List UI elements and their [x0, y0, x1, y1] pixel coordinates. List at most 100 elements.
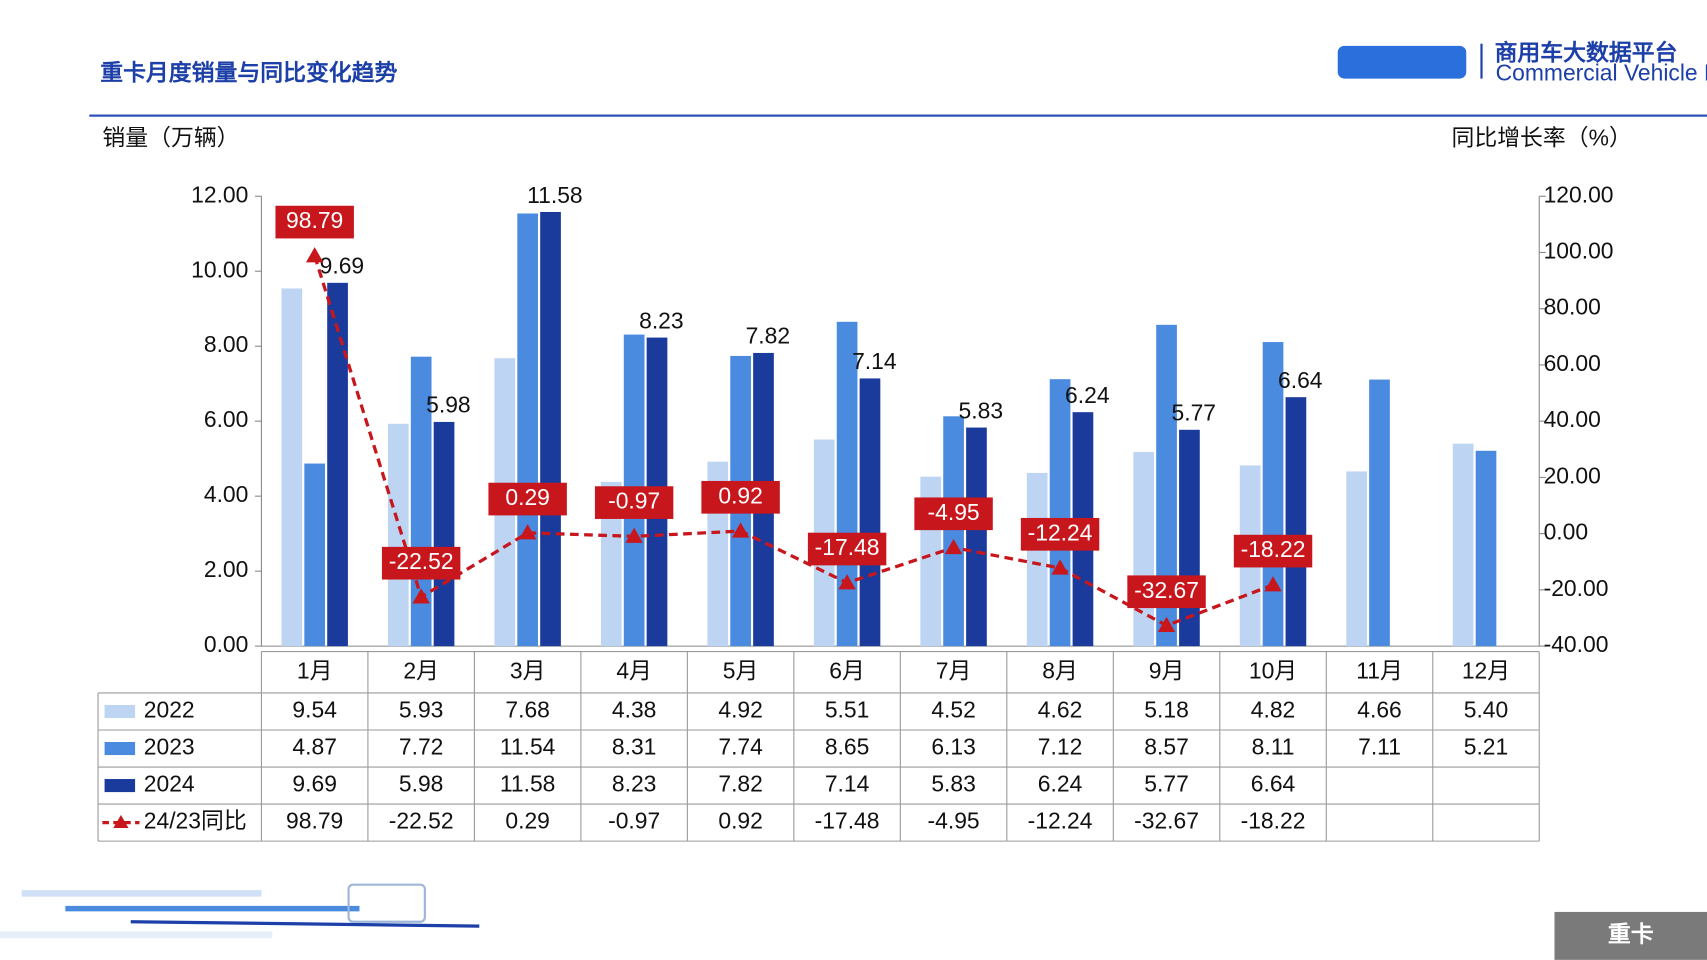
logo-subtitle: Commercial Vehicle Big Data Platform — [1496, 59, 1707, 85]
table-cell: -12.24 — [1028, 808, 1093, 834]
label-text: -17.48 — [815, 534, 880, 560]
table-cell: 0.92 — [718, 808, 763, 834]
decoration — [0, 883, 480, 939]
line-marker — [412, 588, 430, 604]
line-value-label: -0.97 — [594, 486, 674, 519]
bar — [540, 211, 561, 647]
line-value-label: -12.24 — [1020, 517, 1100, 551]
table-cell: 8.65 — [825, 734, 870, 760]
bar-value-label: 9.69 — [320, 253, 365, 279]
tag: 重卡 — [1608, 921, 1654, 947]
table-cell: 8.31 — [612, 734, 657, 760]
y2-axis-title: 同比增长率（%） — [1451, 125, 1631, 151]
bar — [387, 423, 409, 647]
tag-box — [1554, 911, 1707, 960]
y2-tick-label: 40.00 — [1544, 406, 1601, 432]
table-cell: -0.97 — [608, 808, 660, 834]
bar — [1452, 443, 1474, 647]
label-box — [275, 205, 354, 239]
legend-label: 2023 — [144, 734, 195, 760]
bar — [1049, 379, 1071, 647]
table-cell: 8.11 — [1252, 734, 1295, 760]
y2-tick-label: 100.00 — [1544, 238, 1614, 264]
y-tick-label: 0.00 — [204, 631, 248, 657]
table-cell: 4.66 — [1357, 697, 1402, 723]
line-value-label: 0.29 — [488, 482, 567, 516]
table-cell: 0.29 — [505, 808, 549, 834]
table-cell: -4.95 — [928, 808, 980, 834]
line-marker — [944, 538, 963, 555]
y2-tick-label: 120.00 — [1544, 181, 1614, 207]
table-cell: 98.79 — [286, 808, 343, 834]
line-marker — [1157, 616, 1176, 633]
x-tick-label: 6月 — [829, 657, 865, 683]
table-cell: -18.22 — [1241, 808, 1306, 834]
x-tick-label: 11月 — [1356, 657, 1403, 683]
line-value-label: -4.95 — [914, 497, 993, 531]
bar — [1156, 324, 1177, 647]
table-cell: 7.11 — [1358, 734, 1401, 760]
table-cell: 4.52 — [931, 697, 976, 723]
label-text: -22.52 — [389, 548, 454, 574]
legend-label: 2022 — [144, 697, 195, 723]
table-cell: 7.82 — [718, 771, 763, 797]
line-marker — [625, 527, 643, 543]
chart: 0.00 2.00 4.00 6.00 8.00 10.00 12.00 -40.00 -20.… — [97, 181, 1614, 842]
bar — [304, 463, 326, 647]
line-value-label: 0.92 — [701, 480, 780, 514]
streak — [130, 920, 480, 928]
table-cell: 7.12 — [1038, 734, 1083, 760]
bar-value-label: 8.23 — [639, 307, 684, 333]
x-tick-label: 3月 — [510, 657, 546, 683]
x-tick-label: 10月 — [1249, 657, 1297, 683]
bar-value-label: 5.98 — [426, 392, 471, 418]
bar-value-label: 6.64 — [1278, 367, 1323, 393]
table-cell: 5.98 — [399, 771, 443, 797]
line-marker — [1264, 576, 1282, 592]
bar-value-label: 11.58 — [527, 182, 583, 208]
table-cell: 5.40 — [1464, 697, 1509, 723]
table-cell: 4.87 — [292, 734, 336, 760]
label-text: -18.22 — [1241, 536, 1306, 562]
line-value-label: -17.48 — [807, 532, 887, 566]
title: 重卡月度销量与同比变化趋势 — [100, 59, 397, 85]
table-cell: 8.23 — [612, 771, 657, 797]
y2-tick-label: 20.00 — [1544, 462, 1601, 488]
table-cell: 7.68 — [505, 697, 549, 723]
legend-label: 2024 — [144, 771, 195, 797]
line-value-label: 98.79 — [275, 205, 354, 239]
table-cell: -22.52 — [389, 808, 454, 834]
bar — [1475, 450, 1497, 647]
line-marker — [838, 574, 856, 590]
table-cell: 11.58 — [500, 771, 556, 797]
bar-value-label: 6.24 — [1065, 382, 1110, 408]
logo-name: 商用车大数据平台 — [1495, 40, 1678, 66]
label-text: -12.24 — [1028, 519, 1093, 545]
line-value-label: -22.52 — [381, 546, 461, 580]
label-box — [914, 497, 993, 531]
table-cell: 7.72 — [399, 734, 443, 760]
legend-swatch — [104, 779, 136, 793]
y2-tick-label: -20.00 — [1544, 575, 1609, 601]
label-text: 0.29 — [505, 484, 549, 510]
logo: 商用车大数据平台 Commercial Vehicle Big Data Pla… — [1337, 40, 1707, 85]
y-tick-label: 12.00 — [191, 181, 248, 207]
y2-tick-label: 0.00 — [1544, 519, 1589, 545]
table-cell: 5.18 — [1144, 697, 1189, 723]
y2-tick-label: 80.00 — [1544, 294, 1601, 320]
y2-tick-label: 60.00 — [1544, 350, 1601, 376]
table-cell: 4.82 — [1251, 697, 1296, 723]
table-cell: 5.21 — [1464, 734, 1509, 760]
table-cell: -17.48 — [815, 808, 880, 834]
table-cell: 11.54 — [500, 734, 556, 760]
bar — [1026, 472, 1048, 647]
line-value-label: -18.22 — [1233, 534, 1313, 568]
bar — [433, 421, 455, 647]
table-cell: 7.14 — [825, 771, 870, 797]
x-tick-label: 12月 — [1462, 657, 1510, 683]
bar — [1369, 379, 1390, 647]
table-cell: 8.57 — [1144, 734, 1189, 760]
line-marker — [305, 247, 324, 263]
bar — [1179, 429, 1200, 647]
table-cell: 5.77 — [1144, 771, 1189, 797]
